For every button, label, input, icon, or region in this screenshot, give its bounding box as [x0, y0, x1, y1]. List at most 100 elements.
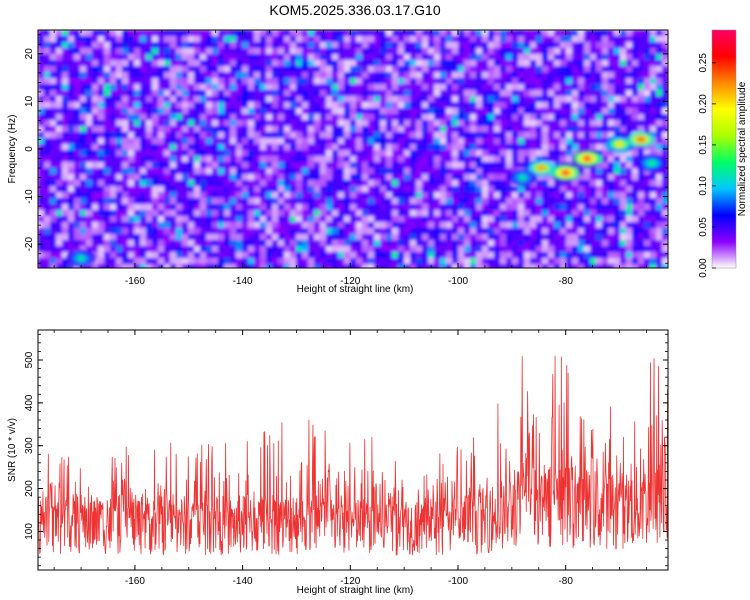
heat-cell — [332, 54, 339, 61]
heat-cell — [530, 126, 537, 133]
heat-cell — [326, 60, 333, 67]
heat-cell — [272, 90, 279, 97]
heat-cell — [662, 96, 668, 103]
heat-cell — [344, 168, 351, 175]
heat-cell — [74, 144, 81, 151]
heat-cell — [140, 258, 147, 265]
heat-cell — [254, 144, 261, 151]
heat-cell — [236, 216, 243, 223]
heat-cell — [560, 72, 567, 79]
heat-cell — [662, 138, 668, 145]
heat-cell — [566, 240, 573, 247]
heat-cell — [422, 150, 429, 157]
heat-cell — [332, 264, 339, 268]
heat-cell — [554, 252, 561, 259]
heat-cell — [536, 132, 543, 139]
heat-cell — [272, 156, 279, 163]
heat-cell — [314, 144, 321, 151]
heat-cell — [200, 144, 207, 151]
heat-cell — [338, 204, 345, 211]
heat-cell — [194, 252, 201, 259]
heat-cell — [608, 228, 615, 235]
heat-cell — [416, 216, 423, 223]
heat-cell — [146, 246, 153, 253]
heat-cell — [176, 108, 183, 115]
heat-cell — [446, 120, 453, 127]
heat-cell — [206, 42, 213, 49]
heat-cell — [494, 204, 501, 211]
heat-cell — [230, 114, 237, 121]
heat-cell — [320, 156, 327, 163]
y-tick-label: 300 — [24, 437, 35, 454]
heat-cell — [356, 132, 363, 139]
heat-cell — [488, 108, 495, 115]
heat-cell — [584, 240, 591, 247]
heat-cell — [74, 66, 81, 73]
heat-cell — [614, 168, 621, 175]
colorbar-tick-label: 0.00 — [698, 258, 709, 278]
heat-cell — [422, 204, 429, 211]
heat-cell — [98, 90, 105, 97]
heat-cell — [530, 180, 537, 187]
heat-cell — [572, 66, 579, 73]
heat-cell — [302, 204, 309, 211]
heat-cell — [344, 138, 351, 145]
heat-cell — [536, 192, 543, 199]
heat-cell — [278, 258, 285, 265]
heat-cell — [128, 204, 135, 211]
heat-cell — [656, 84, 663, 91]
heat-cell — [566, 114, 573, 121]
heat-cell — [386, 222, 393, 229]
heat-cell — [308, 48, 315, 55]
heat-cell — [290, 120, 297, 127]
heat-cell — [590, 114, 597, 121]
heat-cell — [380, 246, 387, 253]
heat-cell — [380, 84, 387, 91]
heat-cell — [440, 264, 447, 268]
heat-cell — [578, 30, 585, 37]
heat-cell — [152, 96, 159, 103]
heat-cell — [530, 72, 537, 79]
heat-cell — [608, 84, 615, 91]
heat-cell — [338, 246, 345, 253]
heat-cell — [224, 60, 231, 67]
heat-cell — [200, 198, 207, 205]
heat-cell — [452, 150, 459, 157]
heat-cell — [308, 228, 315, 235]
heat-cell — [308, 42, 315, 49]
heat-cell — [464, 186, 471, 193]
heat-cell — [284, 258, 291, 265]
heat-cell — [314, 174, 321, 181]
heat-cell — [98, 204, 105, 211]
heat-cell — [578, 132, 585, 139]
heat-cell — [554, 138, 561, 145]
heat-cell — [392, 150, 399, 157]
heat-cell — [50, 252, 57, 259]
heat-cell — [134, 114, 141, 121]
heat-cell — [662, 186, 668, 193]
heat-cell — [194, 30, 201, 37]
heat-cell — [452, 36, 459, 43]
heat-cell — [86, 264, 93, 268]
heat-cell — [452, 234, 459, 241]
heat-cell — [482, 84, 489, 91]
heat-cell — [182, 156, 189, 163]
heat-cell — [146, 210, 153, 217]
heat-cell — [482, 72, 489, 79]
heat-cell — [422, 120, 429, 127]
heat-cell — [386, 126, 393, 133]
heat-cell — [434, 258, 441, 265]
heat-cell — [620, 90, 627, 97]
heat-cell — [290, 96, 297, 103]
heat-cell — [38, 210, 45, 217]
heat-cell — [572, 102, 579, 109]
heat-cell — [548, 264, 555, 268]
heat-cell — [356, 210, 363, 217]
heat-cell — [122, 204, 129, 211]
heat-cell — [380, 264, 387, 268]
heat-cell — [422, 138, 429, 145]
heat-cell — [512, 162, 519, 169]
heat-cell — [368, 210, 375, 217]
heat-cell — [278, 126, 285, 133]
heat-cell — [446, 180, 453, 187]
